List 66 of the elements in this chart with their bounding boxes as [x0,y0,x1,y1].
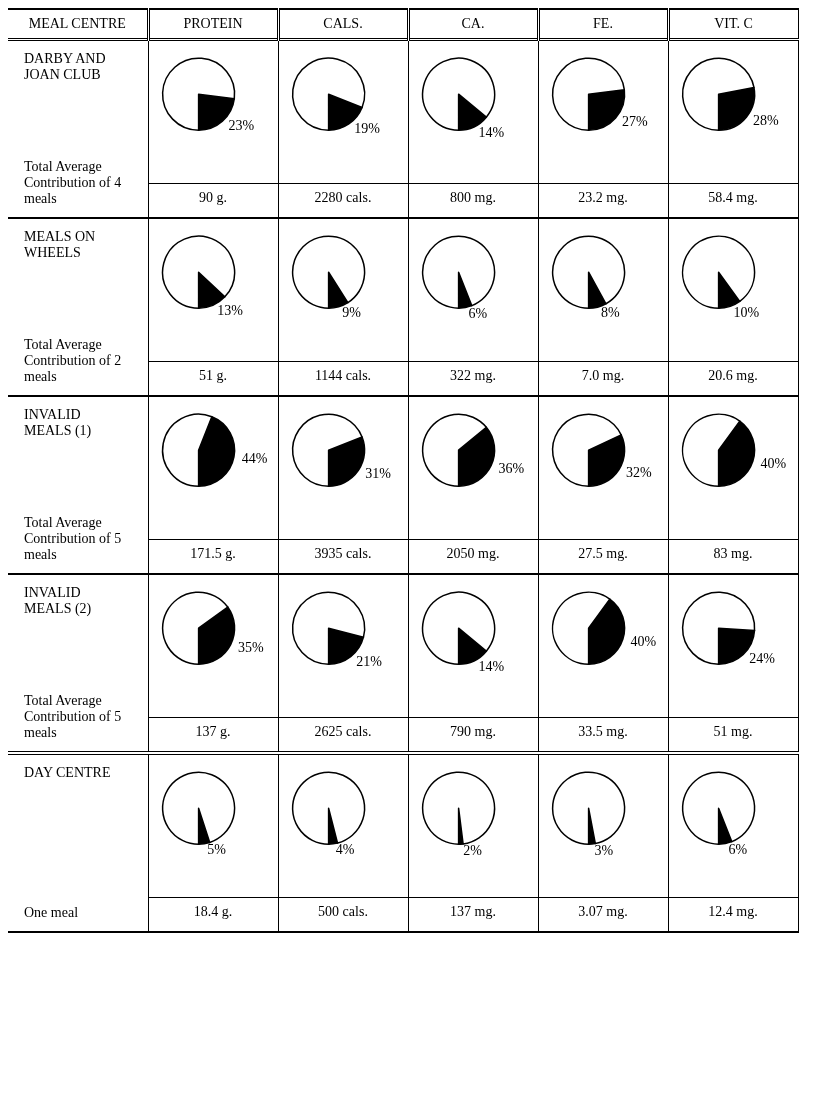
data-label: 9% [341,305,361,321]
data-label: 2% [462,842,482,858]
category-label: DARBY AND JOAN CLUB [24,51,106,82]
text: 51 g. [199,368,227,383]
text: 2625 cals. [314,724,372,739]
text: 58.4 mg. [708,190,758,205]
text: 33.5 mg. [578,724,628,739]
text: 500 cals. [318,904,368,919]
text: One meal [24,905,80,921]
category-label: FE. [538,9,668,40]
text: 3935 cals. [314,546,372,561]
data-label: 6% [467,305,487,321]
category-label: INVALID MEALS (2) [24,585,92,616]
data-label: 13% [216,303,243,319]
text: 18.4 g. [193,904,233,919]
text: Total Average Contribution of 4 meals [24,159,123,207]
category-label: CALS. [278,9,408,40]
text: 171.5 g. [190,546,236,561]
text: 7.0 mg. [581,368,625,383]
text: Total Average Contribution of 5 meals [24,515,123,563]
text: 23.2 mg. [578,190,628,205]
text: 27.5 mg. [578,546,628,561]
data-label: 23% [227,118,254,134]
text: 137 g. [195,724,231,739]
category-label: CA. [408,9,538,40]
data-label: 19% [353,121,380,137]
data-label: 6% [727,841,747,857]
data-label: 24% [748,651,775,667]
text: 2050 mg. [446,546,500,561]
data-label: 31% [364,466,391,482]
data-label: 8% [600,305,620,321]
text: MEAL CENTRE [8,9,148,40]
data-label: 35% [237,639,264,655]
data-label: 28% [752,113,779,129]
category-label: INVALID MEALS (1) [24,407,92,438]
data-label: 44% [241,450,268,466]
data-label: 36% [498,460,525,476]
text: Total Average Contribution of 5 meals [24,693,123,741]
data-label: 14% [477,124,504,140]
category-label: PROTEIN [148,9,278,40]
text: 90 g. [199,190,227,205]
text: 51 mg. [713,724,753,739]
text: 322 mg. [450,368,496,383]
text: 3.07 mg. [578,904,628,919]
data-label: 32% [625,465,652,481]
category-label: VIT. C [668,9,798,40]
data-label: 5% [206,842,226,858]
text: 137 mg. [450,904,496,919]
text: 12.4 mg. [708,904,758,919]
text: 790 mg. [450,724,496,739]
text: 20.6 mg. [708,368,758,383]
text: 83 mg. [713,546,753,561]
data-label: 40% [760,455,787,471]
text: 1144 cals. [314,368,372,383]
data-label: 21% [355,653,382,669]
data-label: 27% [621,114,648,130]
category-label: DAY CENTRE [24,765,111,780]
data-label: 3% [594,842,614,858]
data-label: 10% [733,304,760,320]
data-label: 4% [335,842,355,858]
data-label: 14% [477,658,504,674]
text: Total Average Contribution of 2 meals [24,337,123,385]
data-label: 40% [630,633,657,649]
text: 800 mg. [450,190,496,205]
category-label: MEALS ON WHEELS [24,229,96,260]
text: 2280 cals. [314,190,372,205]
